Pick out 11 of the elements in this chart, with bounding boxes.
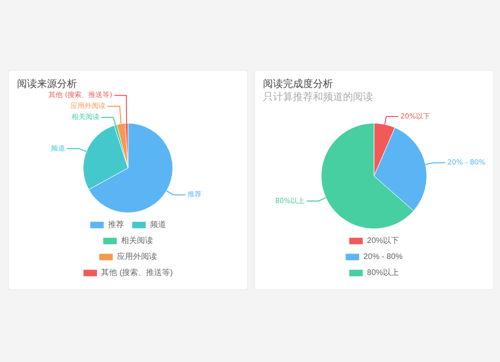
legend-label: 推荐 bbox=[108, 220, 124, 230]
legend-label: 20%以下 bbox=[366, 236, 400, 246]
chart-subtitle: 只计算推荐和频道的阅读 bbox=[263, 90, 373, 104]
legend-label: 频道 bbox=[150, 220, 166, 230]
chart-title: 阅读来源分析 bbox=[17, 78, 77, 91]
legend-label: 20% - 80% bbox=[363, 252, 403, 262]
legend-label: 80%以上 bbox=[366, 268, 400, 278]
legend-label: 其他 (搜索、推送等) bbox=[101, 268, 174, 278]
legend-label: 相关阅读 bbox=[121, 236, 153, 246]
legend-label: 应用外阅读 bbox=[117, 252, 157, 262]
chart-title: 阅读完成度分析 bbox=[263, 78, 333, 91]
